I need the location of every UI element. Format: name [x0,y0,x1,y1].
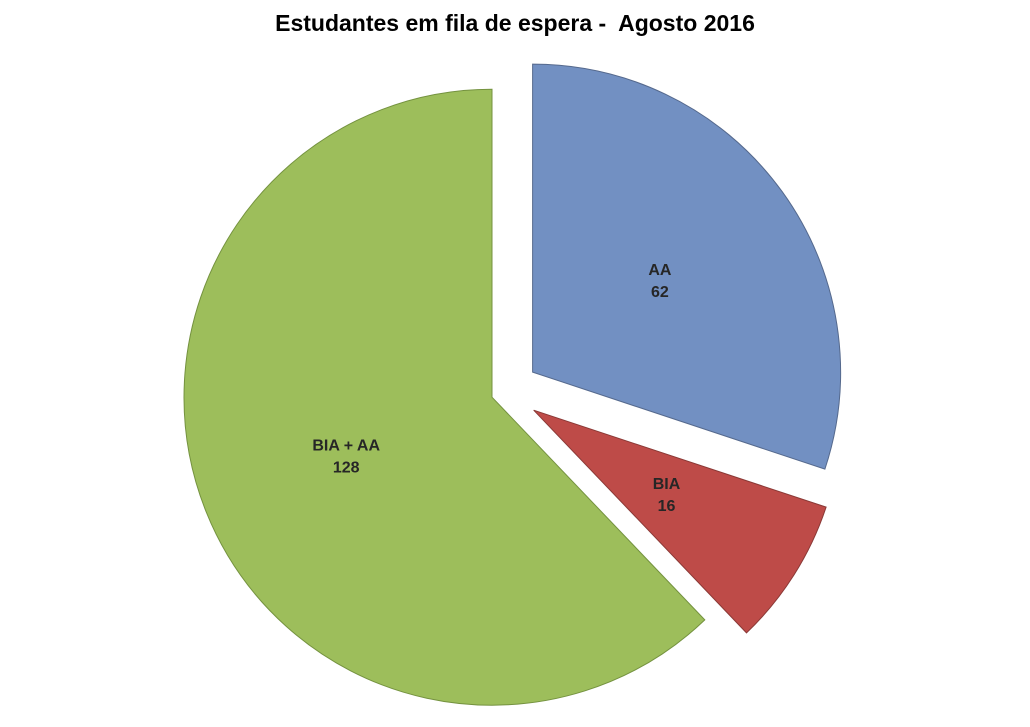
pie-slice-aa [532,63,842,470]
pie-slice-bia-aa [183,88,706,706]
chart-title: Estudantes em fila de espera - Agosto 20… [275,10,755,36]
slice-label-value-bia-aa: 128 [333,460,360,477]
slice-label-name-bia: BIA [653,476,681,493]
slice-label-value-bia: 16 [658,498,676,515]
slice-label-name-aa: AA [648,262,672,279]
slice-label-value-aa: 62 [651,284,669,301]
slice-label-name-bia-aa: BIA + AA [312,438,380,455]
pie-slice-bia [533,409,827,634]
